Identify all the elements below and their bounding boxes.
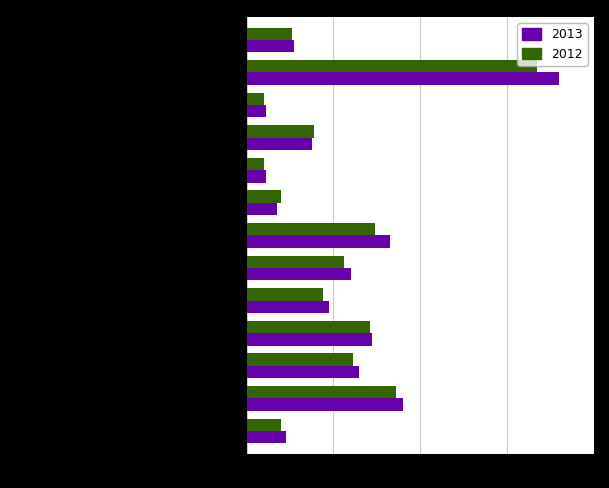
Bar (247, 125, 314, 138)
Bar (247, 27, 292, 40)
Bar (247, 40, 294, 52)
Bar (247, 386, 396, 398)
Bar (247, 431, 286, 444)
Bar (247, 170, 266, 183)
Bar (247, 301, 329, 313)
Bar (247, 105, 266, 118)
Bar (247, 333, 373, 346)
Bar (247, 93, 264, 105)
Bar (247, 73, 559, 85)
Bar (247, 138, 312, 150)
Bar (247, 203, 277, 215)
Bar (247, 353, 353, 366)
Bar (247, 236, 390, 248)
Bar (247, 321, 370, 333)
Bar (247, 366, 359, 378)
Bar (247, 223, 375, 235)
Bar (247, 60, 537, 73)
Bar (247, 288, 323, 301)
Bar (247, 398, 403, 411)
Bar (247, 158, 264, 170)
Bar (247, 268, 351, 281)
Bar (247, 190, 281, 203)
Bar (247, 256, 344, 268)
Legend: 2013, 2012: 2013, 2012 (517, 23, 588, 65)
Bar (247, 419, 281, 431)
